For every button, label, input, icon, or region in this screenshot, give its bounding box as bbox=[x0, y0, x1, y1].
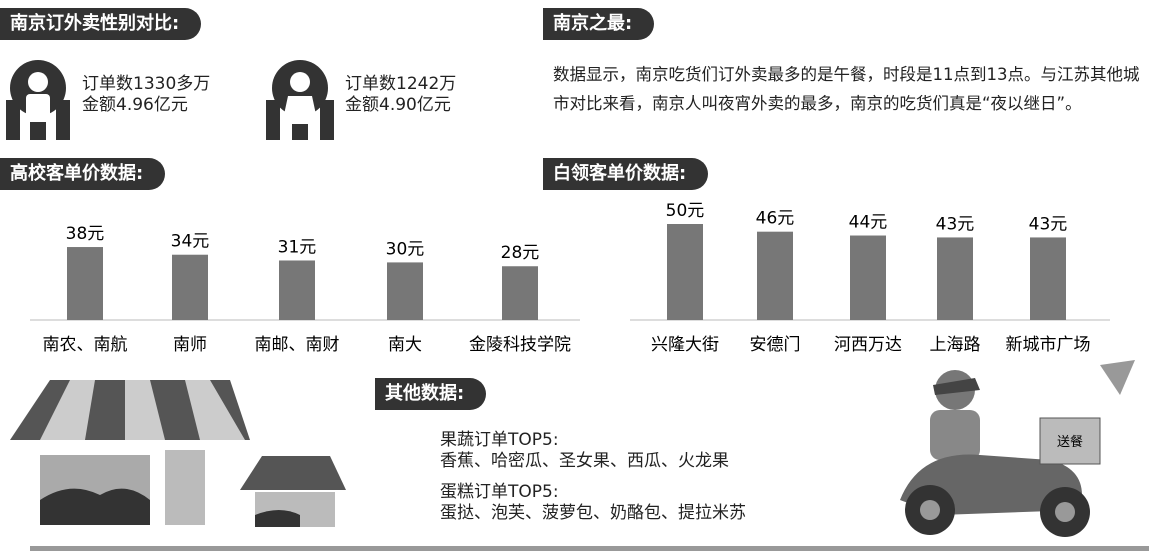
x-tick-label: 南农、南航 bbox=[43, 335, 128, 355]
box-label: 送餐 bbox=[1057, 434, 1083, 450]
value-label: 43元 bbox=[1029, 214, 1068, 234]
value-label: 38元 bbox=[66, 224, 105, 244]
value-label: 28元 bbox=[501, 243, 540, 263]
value-label: 44元 bbox=[849, 213, 888, 233]
female-amount: 金额4.90亿元 bbox=[345, 95, 451, 116]
bar bbox=[279, 260, 315, 320]
x-tick-label: 上海路 bbox=[930, 335, 981, 355]
section-header: 南京之最: bbox=[543, 8, 654, 40]
bar bbox=[757, 232, 793, 320]
x-tick-label: 安德门 bbox=[750, 335, 801, 355]
value-label: 46元 bbox=[756, 209, 795, 229]
section-header: 南京订外卖性别对比: bbox=[0, 8, 201, 40]
female-icon bbox=[266, 60, 334, 140]
infographic: 送餐 38元南农、南航 34元南师 31元南邮、南财 30元南大 28元金陵科技学院 50… bbox=[0, 0, 1149, 551]
value-label: 43元 bbox=[936, 214, 975, 234]
bar bbox=[67, 247, 103, 320]
footer-bar bbox=[30, 546, 1149, 551]
x-tick-label: 南大 bbox=[388, 335, 422, 355]
bar bbox=[387, 262, 423, 320]
x-tick-label: 新城市广场 bbox=[1006, 335, 1091, 355]
x-tick-label: 南邮、南财 bbox=[255, 335, 340, 355]
value-label: 50元 bbox=[666, 201, 705, 221]
most-text: 数据显示，南京吃货们订外卖最多的是午餐，时段是11点到13点。与江苏其他城市对比… bbox=[553, 60, 1143, 118]
bar bbox=[172, 255, 208, 320]
section-header: 其他数据: bbox=[375, 378, 486, 410]
bar bbox=[502, 266, 538, 320]
female-orders: 订单数1242万 bbox=[345, 74, 456, 95]
fruit-list: 香蕉、哈密瓜、圣女果、西瓜、火龙果 bbox=[440, 451, 729, 472]
shop-illustration bbox=[10, 380, 346, 527]
bar bbox=[850, 236, 886, 320]
section-header: 白领客单价数据: bbox=[543, 158, 708, 190]
x-tick-label: 金陵科技学院 bbox=[469, 335, 571, 355]
section-header: 高校客单价数据: bbox=[0, 158, 165, 190]
cake-title: 蛋糕订单TOP5: bbox=[440, 482, 559, 503]
x-tick-label: 兴隆大街 bbox=[651, 335, 719, 355]
bar bbox=[667, 224, 703, 320]
male-amount: 金额4.96亿元 bbox=[82, 95, 188, 116]
fruit-title: 果蔬订单TOP5: bbox=[440, 430, 559, 451]
male-icon bbox=[6, 60, 70, 140]
male-orders: 订单数1330多万 bbox=[82, 74, 210, 95]
value-label: 31元 bbox=[278, 237, 317, 257]
x-tick-label: 南师 bbox=[173, 335, 207, 355]
cake-list: 蛋挞、泡芙、菠萝包、奶酪包、提拉米苏 bbox=[440, 503, 746, 524]
scooter-illustration: 送餐 bbox=[900, 360, 1135, 537]
bar bbox=[937, 237, 973, 320]
x-tick-label: 河西万达 bbox=[834, 335, 902, 355]
bar bbox=[1030, 237, 1066, 320]
value-label: 34元 bbox=[171, 232, 210, 252]
value-label: 30元 bbox=[386, 239, 425, 259]
